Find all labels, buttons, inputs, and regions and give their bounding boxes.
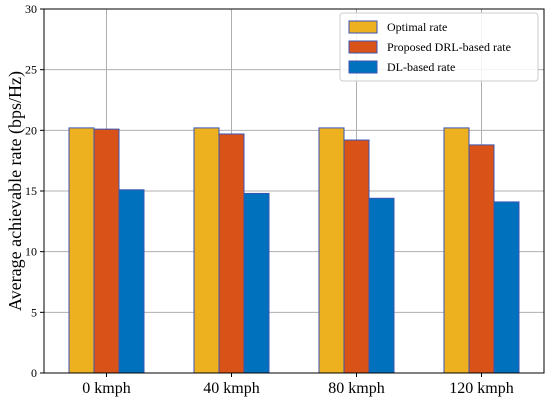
y-tick-label: 5: [31, 305, 37, 319]
legend-swatch: [348, 60, 378, 74]
bar-proposed-drl-based-rate-40-kmph: [218, 133, 245, 374]
bar-dl-based-rate-80-kmph: [368, 197, 395, 374]
bar-optimal-rate-120-kmph: [443, 127, 470, 374]
y-axis: 0 5 10 15 20 25 30: [25, 2, 44, 380]
legend-swatch: [348, 40, 378, 54]
x-tick-label: 120 kmph: [449, 380, 513, 397]
legend-label: DL-based rate: [387, 60, 455, 74]
bar-optimal-rate-80-kmph: [318, 127, 345, 374]
x-tick-label: 80 kmph: [328, 380, 384, 397]
bar-optimal-rate-0-kmph: [68, 127, 95, 374]
bar-optimal-rate-40-kmph: [193, 127, 220, 374]
legend-label: Optimal rate: [387, 20, 447, 34]
legend: Optimal rate Proposed DRL-based rate DL-ba…: [339, 12, 539, 82]
y-tick-label: 30: [25, 2, 37, 16]
y-tick-label: 20: [25, 123, 37, 137]
x-tick-label: 0 kmph: [82, 380, 130, 397]
y-tick-label: 15: [25, 184, 37, 198]
bar-proposed-drl-based-rate-120-kmph: [468, 144, 495, 374]
y-tick-label: 25: [25, 63, 37, 77]
bar-dl-based-rate-40-kmph: [243, 192, 270, 374]
y-tick-label: 10: [25, 245, 37, 259]
legend-label: Proposed DRL-based rate: [387, 40, 511, 54]
y-axis-title: Average achievable rate (bps/Hz): [5, 71, 26, 311]
legend-swatch: [348, 20, 378, 34]
bar-proposed-drl-based-rate-0-kmph: [93, 128, 120, 374]
x-tick-label: 40 kmph: [203, 380, 259, 397]
bar-dl-based-rate-0-kmph: [118, 189, 145, 374]
y-tick-label: 0: [31, 366, 37, 380]
bar-dl-based-rate-120-kmph: [493, 201, 520, 374]
legend-box: [339, 12, 539, 82]
bar-proposed-drl-based-rate-80-kmph: [343, 139, 370, 374]
x-axis: 0 kmph 40 kmph 80 kmph 120 kmph: [82, 373, 514, 397]
bars: [68, 127, 520, 374]
